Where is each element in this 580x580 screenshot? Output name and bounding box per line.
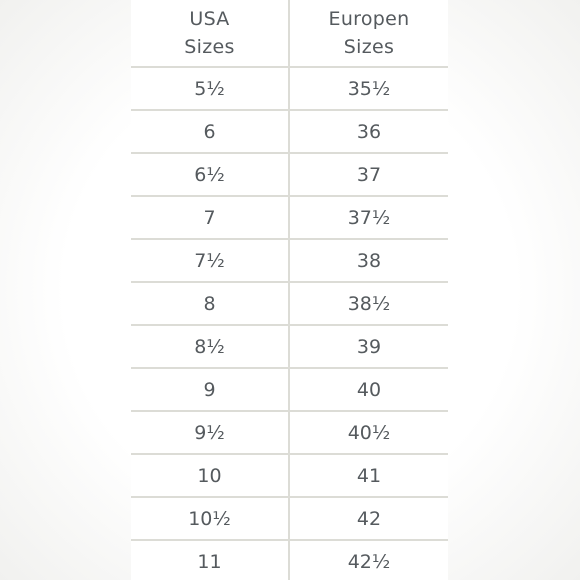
eu-size-cell: 40 [289, 368, 448, 412]
eu-size-cell: 37 [289, 153, 448, 197]
usa-size-cell: 5½ [131, 67, 290, 111]
eu-size-cell: 42 [289, 497, 448, 541]
usa-size-cell: 10 [131, 454, 290, 498]
table-row: 10 41 [131, 454, 448, 498]
size-chart: USA Sizes Europen Sizes 5½ 35½ 6 36 [131, 0, 448, 580]
usa-size-cell: 9 [131, 368, 290, 412]
table-row: 5½ 35½ [131, 67, 448, 111]
eu-size-cell: 35½ [289, 67, 448, 111]
table-row: 7 37½ [131, 196, 448, 240]
usa-size-cell: 7 [131, 196, 290, 240]
usa-size-cell: 6 [131, 110, 290, 154]
eu-header-line1: Europen [328, 8, 410, 30]
eu-size-cell: 41 [289, 454, 448, 498]
eu-size-cell: 40½ [289, 411, 448, 455]
usa-size-cell: 8½ [131, 325, 290, 369]
eu-size-cell: 38 [289, 239, 448, 283]
table-row: 8 38½ [131, 282, 448, 326]
eu-size-cell: 42½ [289, 540, 448, 580]
table-row: 11 42½ [131, 540, 448, 580]
usa-header-line1: USA [189, 8, 230, 30]
usa-sizes-header: USA Sizes [131, 0, 290, 68]
table-row: 8½ 39 [131, 325, 448, 369]
table-row: 10½ 42 [131, 497, 448, 541]
usa-size-cell: 8 [131, 282, 290, 326]
table-row: 9 40 [131, 368, 448, 412]
usa-size-cell: 7½ [131, 239, 290, 283]
eu-header-line2: Sizes [343, 36, 395, 58]
header-row: USA Sizes Europen Sizes [131, 0, 448, 68]
table-row: 9½ 40½ [131, 411, 448, 455]
usa-size-cell: 11 [131, 540, 290, 580]
usa-header-line2: Sizes [184, 36, 235, 58]
table-row: 7½ 38 [131, 239, 448, 283]
size-table: USA Sizes Europen Sizes 5½ 35½ 6 36 [131, 0, 448, 580]
usa-size-cell: 10½ [131, 497, 290, 541]
usa-size-cell: 9½ [131, 411, 290, 455]
europen-sizes-header: Europen Sizes [289, 0, 448, 68]
usa-size-cell: 6½ [131, 153, 290, 197]
eu-size-cell: 39 [289, 325, 448, 369]
eu-size-cell: 37½ [289, 196, 448, 240]
eu-size-cell: 38½ [289, 282, 448, 326]
eu-size-cell: 36 [289, 110, 448, 154]
table-row: 6½ 37 [131, 153, 448, 197]
table-row: 6 36 [131, 110, 448, 154]
